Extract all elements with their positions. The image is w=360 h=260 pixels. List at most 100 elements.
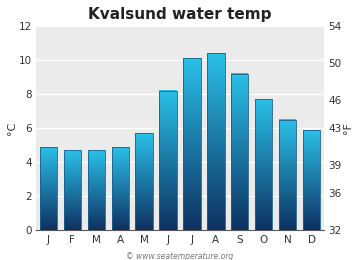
Bar [279,170,296,171]
Bar [135,134,153,135]
Bar [303,131,320,132]
Bar [87,175,105,176]
Bar [279,190,296,191]
Bar [40,180,57,181]
Bar [112,158,129,159]
Bar [87,177,105,178]
Bar [112,209,129,210]
Bar [255,152,273,153]
Bar [40,163,57,164]
Bar [135,153,153,154]
Bar [207,151,225,152]
Bar [303,194,320,195]
Bar [255,134,273,135]
Bar [303,197,320,198]
Bar [87,187,105,188]
Bar [64,160,81,161]
Bar [255,107,273,108]
Bar [64,209,81,210]
Bar [40,202,57,203]
Bar [255,195,273,196]
Bar [40,147,57,230]
Bar [135,150,153,151]
Bar [231,202,248,203]
Bar [112,155,129,156]
Bar [255,219,273,220]
Bar [255,163,273,164]
Bar [303,150,320,151]
Bar [279,217,296,218]
Bar [303,137,320,138]
Bar [183,84,201,85]
Bar [255,111,273,112]
Bar [231,190,248,191]
Bar [255,132,273,133]
Bar [255,217,273,218]
Bar [183,103,201,104]
Bar [159,212,177,213]
Bar [303,177,320,178]
Bar [183,161,201,162]
Bar [159,135,177,136]
Bar [255,101,273,102]
Bar [87,220,105,221]
Bar [183,211,201,212]
Text: © www.seatemperature.org: © www.seatemperature.org [126,252,234,260]
Bar [159,141,177,142]
Bar [231,211,248,212]
Bar [279,205,296,206]
Bar [207,103,225,104]
Bar [207,188,225,189]
Bar [159,101,177,102]
Bar [183,173,201,174]
Bar [135,138,153,139]
Bar [207,192,225,193]
Bar [40,220,57,221]
Bar [40,158,57,159]
Bar [40,198,57,199]
Bar [112,229,129,230]
Bar [231,174,248,176]
Bar [64,185,81,186]
Bar [303,165,320,166]
Bar [64,151,81,152]
Bar [40,178,57,179]
Bar [231,195,248,196]
Bar [183,228,201,229]
Bar [183,182,201,183]
Bar [279,207,296,208]
Bar [87,183,105,184]
Bar [231,220,248,221]
Bar [64,168,81,169]
Bar [207,71,225,72]
Bar [64,204,81,205]
Bar [279,138,296,139]
Bar [279,143,296,144]
Bar [279,186,296,187]
Bar [40,149,57,150]
Bar [64,180,81,181]
Bar [40,173,57,174]
Bar [183,124,201,125]
Bar [207,205,225,206]
Bar [183,154,201,155]
Bar [64,189,81,190]
Bar [183,136,201,138]
Bar [183,69,201,70]
Bar [183,97,201,98]
Bar [40,177,57,178]
Bar [231,191,248,192]
Bar [183,125,201,126]
Bar [112,162,129,163]
Bar [40,155,57,156]
Bar [159,225,177,226]
Bar [183,148,201,149]
Bar [87,151,105,152]
Bar [255,227,273,228]
Bar [87,150,105,230]
Bar [183,158,201,159]
Bar [231,105,248,106]
Bar [255,173,273,174]
Bar [255,109,273,110]
Bar [255,223,273,224]
